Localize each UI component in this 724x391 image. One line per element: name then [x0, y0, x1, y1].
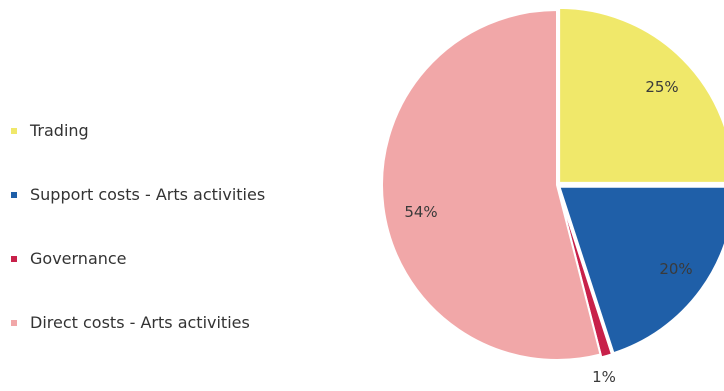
pie-slice-trading [558, 6, 724, 184]
legend-item-governance: Governance [11, 246, 331, 310]
pie-slice-direct-costs [381, 8, 602, 361]
legend-label-direct-costs: Direct costs - Arts activities [30, 313, 250, 332]
pie-slice-governance [556, 187, 614, 359]
legend-label-trading: Trading [30, 121, 89, 140]
data-label-governance: 1% [592, 368, 616, 386]
legend-swatch-support-costs [11, 192, 17, 198]
legend-item-direct-costs: Direct costs - Arts activities [11, 310, 331, 374]
pie-slice-support-costs [558, 185, 724, 355]
legend-swatch-governance [11, 256, 17, 262]
data-label-trading: 25% [645, 78, 678, 96]
legend-label-governance: Governance [30, 249, 127, 268]
data-label-direct-costs: 54% [404, 203, 437, 221]
legend-item-support-costs: Support costs - Arts activities [11, 182, 331, 246]
data-label-support-costs: 20% [659, 260, 692, 278]
legend-label-support-costs: Support costs - Arts activities [30, 185, 266, 204]
legend-item-trading: Trading [11, 118, 331, 182]
legend-swatch-direct-costs [11, 320, 17, 326]
legend-swatch-trading [11, 128, 17, 134]
chart-legend: Trading Support costs - Arts activities … [11, 118, 331, 374]
